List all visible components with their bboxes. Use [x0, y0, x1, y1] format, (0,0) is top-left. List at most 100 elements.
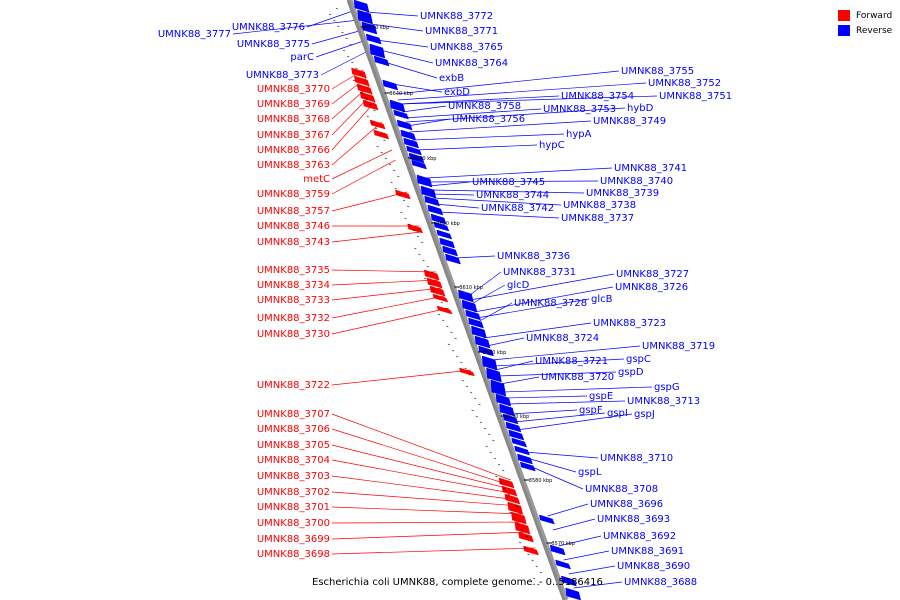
leader-line — [568, 565, 616, 575]
legend-item-reverse: Reverse — [838, 23, 892, 38]
leader-line — [331, 491, 521, 507]
reverse-gene — [357, 9, 373, 25]
reverse-gene — [549, 544, 566, 556]
leader-lines — [232, 9, 658, 589]
axis-shadow — [347, 0, 569, 600]
reverse-right-label: gspD — [618, 367, 644, 378]
reverse-right-label: UMNK88_3727 — [616, 269, 689, 280]
minor-dash — [436, 295, 439, 298]
reverse-right-label: UMNK88_3719 — [642, 341, 715, 352]
leader-line — [306, 9, 356, 28]
forward-label: UMNK88_3705 — [257, 440, 330, 451]
minor-dash — [497, 463, 501, 466]
minor-dash — [495, 475, 498, 478]
minor-dash — [489, 451, 492, 454]
legend-label-reverse: Reverse — [856, 25, 893, 36]
leader-line — [547, 503, 589, 517]
minor-dash — [366, 115, 369, 118]
minor-dash — [397, 175, 400, 178]
minor-dash — [527, 553, 530, 556]
leader-line — [331, 413, 511, 481]
minor-dash — [426, 265, 429, 268]
reverse-right-label: UMNK88_3721 — [535, 356, 608, 367]
reverse-right-label: glcB — [591, 294, 613, 305]
leader-line — [477, 302, 513, 323]
minor-dash — [444, 307, 448, 310]
minor-dash — [408, 223, 411, 226]
leader-line — [331, 531, 530, 540]
genome-caption: Escherichia coli UMNK88, complete genome… — [312, 577, 603, 588]
minor-dash — [521, 529, 524, 532]
tick-marks: 3650 kbp 3640 kbp 3630 kbp 3620 kbp 3610 kbp… — [328, 7, 575, 586]
minor-dash — [469, 391, 473, 394]
reverse-right-label: gspC — [626, 354, 651, 365]
minor-dash — [478, 403, 481, 406]
minor-dash — [394, 187, 397, 190]
reverse-gene — [416, 174, 433, 188]
reverse-gene — [468, 317, 484, 329]
minor-dash — [342, 49, 346, 52]
forward-label: UMNK88_3722 — [257, 380, 330, 391]
reverse-gene — [508, 429, 525, 441]
leader-line — [384, 61, 438, 79]
forward-label: UMNK88_3768 — [257, 114, 330, 125]
reverse-gene — [555, 559, 572, 570]
forward-label: UMNK88_3700 — [257, 518, 330, 529]
minor-dash — [404, 217, 407, 220]
forward-label: UMNK88_3701 — [257, 502, 330, 513]
reverse-gene — [514, 445, 530, 456]
reverse-right-label: UMNK88_3737 — [561, 213, 634, 224]
minor-dash — [337, 25, 340, 28]
legend-item-forward: Forward — [838, 8, 892, 23]
forward-label: UMNK88_3757 — [257, 206, 330, 217]
leader-line — [370, 23, 424, 32]
reverse-right-label: UMNK88_3724 — [526, 333, 599, 344]
reverse-gene — [420, 185, 437, 199]
leader-line — [331, 521, 526, 524]
leader-line — [392, 83, 443, 93]
reverse-right-label: gspF — [579, 405, 603, 416]
leader-line — [497, 371, 617, 377]
reverse-right-label: UMNK88_3696 — [590, 499, 663, 510]
minor-dash — [513, 517, 516, 520]
minor-dash — [369, 103, 372, 106]
reverse-right-label: UMNK88_3693 — [597, 514, 670, 525]
leader-line — [331, 295, 445, 319]
tick-label: 3630 kbp — [413, 156, 437, 162]
reverse-right-label: UMNK88_3753 — [543, 104, 616, 115]
forward-label: UMNK88_3730 — [257, 329, 330, 340]
reverse-gene — [353, 0, 370, 13]
minor-dash — [537, 583, 540, 586]
reverse-gene — [408, 152, 425, 164]
reverse-right-label: UMNK88_3754 — [561, 91, 634, 102]
minor-dash — [507, 493, 510, 496]
forward-label: UMNK88_3706 — [257, 424, 330, 435]
leader-line — [409, 120, 592, 133]
leader-line — [507, 400, 626, 405]
minor-dash — [416, 235, 420, 238]
minor-dash — [451, 349, 455, 352]
forward-gene — [436, 305, 453, 315]
reverse-right-label: UMNK88_3765 — [430, 42, 503, 53]
leader-line — [331, 547, 536, 555]
minor-dash — [456, 355, 459, 358]
minor-dash — [428, 283, 431, 286]
forward-label: UMNK88_3704 — [257, 455, 330, 466]
reverse-gene — [396, 119, 413, 131]
leader-line — [558, 535, 602, 547]
reverse-right-label: UMNK88_3723 — [593, 318, 666, 329]
reverse-right-label: UMNK88_3708 — [585, 484, 658, 495]
reverse-gene — [373, 55, 390, 67]
reverse-right-label: UMNK88_3752 — [648, 78, 721, 89]
leader-line — [454, 255, 496, 259]
reverse-gene — [502, 413, 519, 425]
minor-dash — [414, 247, 417, 250]
minor-dash — [423, 277, 427, 280]
reverse-gene — [565, 587, 581, 600]
minor-dash — [516, 505, 519, 508]
minor-dash — [502, 469, 505, 472]
forward-gene — [395, 189, 411, 200]
leader-line — [331, 287, 442, 301]
reverse-right-label: UMNK88_3745 — [472, 177, 545, 188]
minor-dash — [352, 79, 355, 82]
